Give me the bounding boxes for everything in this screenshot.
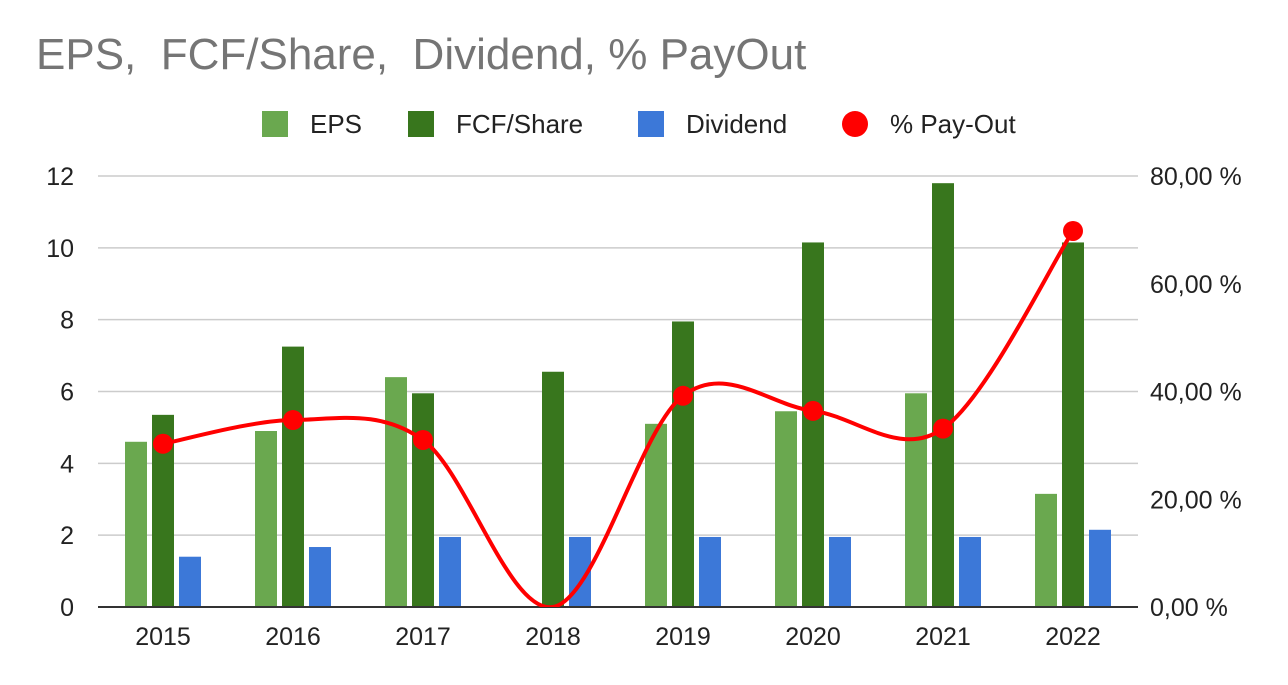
y-right-tick-label: 80,00 % <box>1150 163 1242 191</box>
x-tick-label: 2022 <box>1045 623 1101 651</box>
bar-dividend <box>699 536 721 607</box>
bar-fcf-share <box>412 393 434 607</box>
bar-eps <box>775 411 797 607</box>
y-left-tick-label: 4 <box>60 450 74 478</box>
legend-swatch-pay-out <box>842 111 868 137</box>
bar-dividend <box>959 536 981 607</box>
legend-label-eps: EPS <box>310 108 363 139</box>
legend-swatch-dividend <box>638 111 664 137</box>
y-left-tick-label: 6 <box>60 379 74 407</box>
bar-dividend <box>179 556 201 607</box>
legend-label-pay-out: % Pay-Out <box>890 108 1016 139</box>
y-left-tick-label: 0 <box>60 594 74 622</box>
x-tick-label: 2020 <box>785 623 841 651</box>
point-pay-out <box>283 410 303 431</box>
x-tick-label: 2019 <box>655 623 711 651</box>
point-pay-out <box>1063 220 1083 241</box>
y-right-tick-label: 60,00 % <box>1150 271 1242 299</box>
bar-eps <box>645 423 667 607</box>
bar-fcf-share <box>672 321 694 607</box>
legend-swatch-eps <box>262 111 288 137</box>
bar-fcf-share <box>802 242 824 607</box>
point-pay-out <box>153 433 173 454</box>
bar-dividend <box>309 547 331 607</box>
bar-eps <box>1035 493 1057 607</box>
bar-fcf-share <box>932 183 954 607</box>
point-pay-out <box>933 418 953 439</box>
bar-dividend <box>1089 529 1111 607</box>
legend-item-pay-out[interactable]: % Pay-Out <box>842 104 1016 144</box>
legend-item-eps[interactable]: EPS <box>262 104 362 144</box>
x-tick-label: 2021 <box>915 623 971 651</box>
chart-title: EPS, FCF/Share, Dividend, % PayOut <box>36 30 807 79</box>
x-tick-label: 2016 <box>265 623 321 651</box>
point-pay-out <box>413 429 433 450</box>
bar-eps <box>255 431 277 607</box>
x-tick-label: 2015 <box>135 623 191 651</box>
bar-eps <box>385 377 407 607</box>
bar-eps <box>905 393 927 607</box>
y-left-tick-label: 10 <box>46 235 74 263</box>
legend-item-fcf-share[interactable]: FCF/Share <box>408 104 583 144</box>
bar-fcf-share <box>152 414 174 607</box>
bar-dividend <box>829 536 851 607</box>
y-right-tick-label: 20,00 % <box>1150 486 1242 514</box>
legend: EPS FCF/Share Dividend % Pay-Out <box>0 104 1288 144</box>
legend-swatch-fcf-share <box>408 111 434 137</box>
bar-fcf-share <box>1062 242 1084 607</box>
y-right-tick-label: 40,00 % <box>1150 379 1242 407</box>
bar-eps <box>125 441 147 607</box>
bar-fcf-share <box>542 371 564 607</box>
legend-item-dividend[interactable]: Dividend <box>638 104 787 144</box>
x-tick-label: 2018 <box>525 623 581 651</box>
y-right-tick-label: 0,00 % <box>1150 594 1228 622</box>
y-left-tick-label: 12 <box>46 163 74 191</box>
legend-label-dividend: Dividend <box>686 108 788 139</box>
bar-dividend <box>439 536 461 607</box>
y-left-tick-label: 8 <box>60 307 74 335</box>
legend-label-fcf-share: FCF/Share <box>456 108 584 139</box>
point-pay-out <box>673 385 693 406</box>
y-left-tick-label: 2 <box>60 522 74 550</box>
point-pay-out <box>803 400 823 421</box>
x-tick-label: 2017 <box>395 623 451 651</box>
bar-fcf-share <box>282 346 304 607</box>
